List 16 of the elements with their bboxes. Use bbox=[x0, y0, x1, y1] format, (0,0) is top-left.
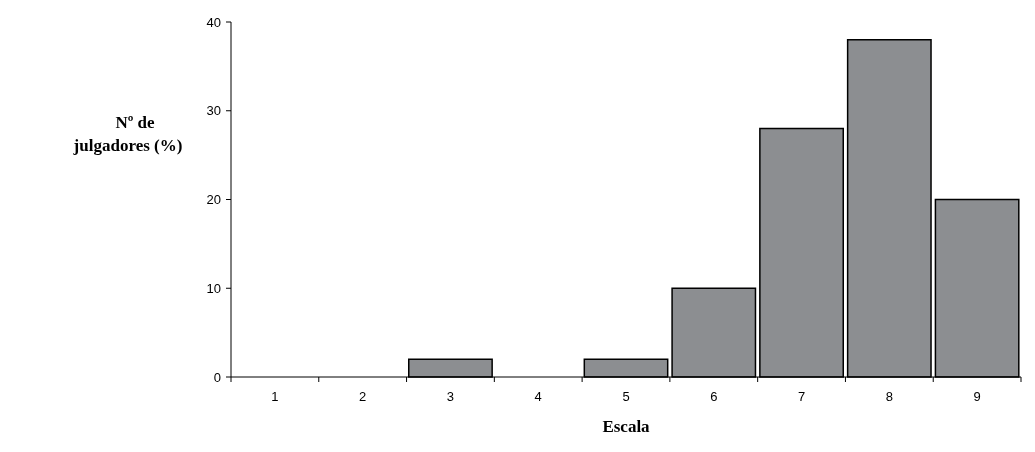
y-tick-label: 40 bbox=[206, 14, 221, 30]
y-tick-label: 0 bbox=[213, 369, 221, 385]
x-tick-label: 6 bbox=[710, 389, 718, 404]
y-tick-label: 20 bbox=[206, 192, 221, 208]
x-tick-label: 4 bbox=[534, 389, 542, 404]
y-tick-label: 10 bbox=[206, 280, 221, 296]
x-tick-label: 5 bbox=[622, 389, 630, 404]
y-axis-title: Nº de julgadores (%) bbox=[72, 113, 183, 155]
x-tick-label: 7 bbox=[797, 389, 806, 404]
x-tick-label: 2 bbox=[359, 389, 367, 404]
y-tick-label: 30 bbox=[206, 103, 221, 119]
x-tick-label: 9 bbox=[973, 389, 981, 404]
x-axis-title: Escala bbox=[602, 417, 651, 436]
x-tick-label: 3 bbox=[446, 389, 455, 404]
x-tick-label: 8 bbox=[885, 389, 893, 404]
x-tick-label: 1 bbox=[271, 389, 279, 404]
